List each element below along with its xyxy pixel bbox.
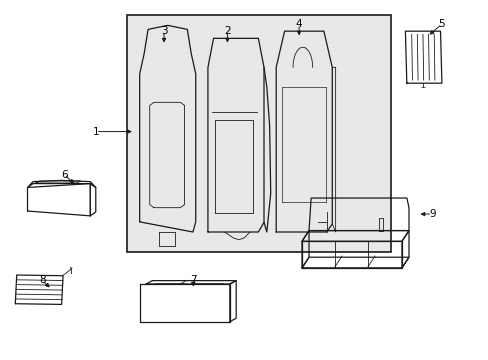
Text: 8: 8: [39, 275, 45, 285]
Text: 6: 6: [61, 170, 67, 180]
Text: 4: 4: [295, 19, 302, 29]
Text: 7: 7: [190, 275, 196, 285]
Text: 1: 1: [92, 127, 99, 136]
Bar: [127, 15, 390, 252]
Text: 5: 5: [438, 19, 445, 29]
Text: 9: 9: [428, 209, 435, 219]
Text: 3: 3: [161, 26, 167, 36]
Text: 2: 2: [224, 26, 230, 36]
